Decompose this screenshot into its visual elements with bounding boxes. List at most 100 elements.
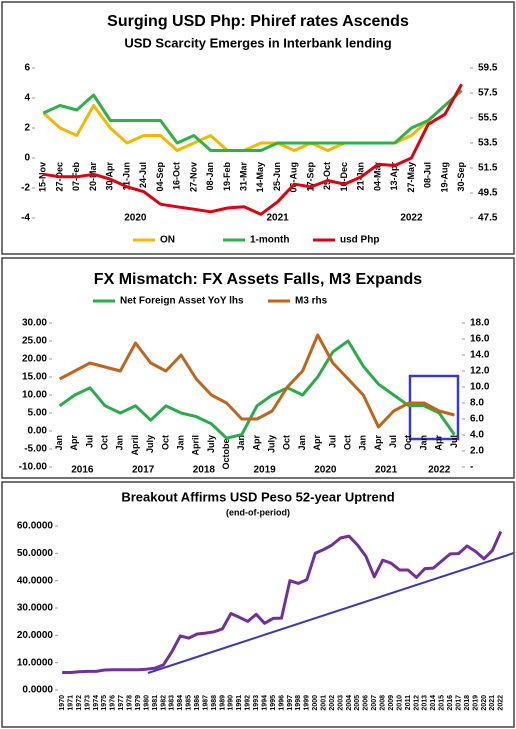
x-tick-label: 2001 bbox=[321, 695, 328, 711]
series-line bbox=[58, 339, 456, 440]
x-tick-label: 1971 bbox=[67, 695, 74, 711]
highlight-box bbox=[408, 374, 460, 441]
x-tick-label: Jan bbox=[175, 435, 185, 451]
x-tick-label: Apr bbox=[69, 435, 79, 451]
x-tick-label: 1974 bbox=[93, 695, 100, 711]
x-tick-label: 06-Aug bbox=[289, 162, 299, 193]
x-tick-label: 2008 bbox=[380, 695, 387, 711]
x-tick-label: Oct bbox=[342, 435, 352, 450]
x-group-label: 2022 bbox=[400, 213, 423, 224]
x-tick-label: 1980 bbox=[143, 695, 150, 711]
x-group-label: 2020 bbox=[314, 465, 337, 476]
x-tick-label: 2014 bbox=[430, 695, 437, 711]
y-tick-label: 4 bbox=[24, 93, 30, 104]
x-tick-label: 1990 bbox=[228, 695, 235, 711]
x-tick-label: 1992 bbox=[245, 695, 252, 711]
y2-tick-label: 59.5 bbox=[478, 63, 498, 74]
x-tick-label: 08-Jul bbox=[423, 162, 433, 188]
x-tick-label: 2013 bbox=[422, 695, 429, 711]
legend-label: M3 rhs bbox=[295, 296, 328, 307]
x-group-label: 2021 bbox=[266, 213, 289, 224]
y-tick-label: -2 bbox=[21, 183, 30, 194]
x-tick-label: Apr bbox=[434, 435, 444, 451]
x-tick-label: 2007 bbox=[371, 695, 378, 711]
trend-line bbox=[147, 552, 515, 674]
y2-tick-label: 6.0 bbox=[470, 414, 484, 425]
x-tick-label: Oct bbox=[160, 435, 170, 450]
x-tick-label: 1970 bbox=[59, 695, 66, 711]
x-tick-label: 14-May bbox=[255, 162, 265, 193]
y-tick-label: 25.00 bbox=[22, 336, 47, 347]
x-tick-label: Oct bbox=[100, 435, 110, 450]
y-tick-label: 0.00 bbox=[28, 426, 48, 437]
legend-label: Net Foreign Asset YoY lhs bbox=[120, 296, 244, 307]
x-tick-label: 2016 bbox=[447, 695, 454, 711]
x-tick-label: Apr bbox=[312, 435, 322, 451]
x-tick-label: 2009 bbox=[388, 695, 395, 711]
chart-title: FX Mismatch: FX Assets Falls, M3 Expands bbox=[94, 271, 422, 288]
x-tick-label: 1978 bbox=[127, 695, 134, 711]
x-tick-label: 25-Jun bbox=[272, 162, 282, 191]
x-tick-label: July bbox=[267, 435, 277, 453]
x-tick-label: 2010 bbox=[396, 695, 403, 711]
x-tick-label: 2004 bbox=[346, 695, 353, 711]
x-tick-label: 1995 bbox=[270, 695, 277, 711]
chart-title: Surging USD Php: Phiref rates Ascends bbox=[107, 13, 409, 30]
y-tick-label: 60.0000 bbox=[17, 521, 54, 532]
panel bbox=[1, 481, 515, 728]
x-tick-label: Jul bbox=[388, 435, 398, 448]
y2-tick-label: 8.0 bbox=[470, 398, 484, 409]
x-tick-label: 1998 bbox=[295, 695, 302, 711]
x-tick-label: Jan bbox=[54, 435, 64, 451]
y-tick-label: -5.00 bbox=[24, 444, 47, 455]
x-tick-label: 2012 bbox=[413, 695, 420, 711]
x-tick-label: 2020 bbox=[481, 695, 488, 711]
x-tick-label: 30-Sep bbox=[456, 161, 466, 191]
x-tick-label: Apr bbox=[251, 435, 261, 451]
x-tick-label: 1999 bbox=[304, 695, 311, 711]
x-tick-label: 1987 bbox=[202, 695, 209, 711]
x-tick-label: Jan bbox=[297, 435, 307, 451]
x-tick-label: 2000 bbox=[312, 695, 319, 711]
x-tick-label: 04-Sep bbox=[155, 161, 165, 191]
y2-tick-label: 49.5 bbox=[478, 188, 498, 199]
x-tick-label: Jan bbox=[236, 435, 246, 451]
x-tick-label: 10-Dec bbox=[339, 162, 349, 192]
x-tick-label: 1991 bbox=[236, 695, 243, 711]
x-tick-label: 1985 bbox=[186, 695, 193, 711]
y-tick-label: 5.00 bbox=[28, 408, 48, 419]
x-tick-label: 30-Apr bbox=[105, 162, 115, 191]
y2-tick-label: - bbox=[470, 462, 473, 473]
y-tick-label: 50.0000 bbox=[17, 548, 54, 559]
y-tick-label: -4 bbox=[21, 213, 30, 224]
chart-subtitle: (end-of-period) bbox=[226, 507, 290, 517]
x-tick-label: 08-Jan bbox=[205, 162, 215, 191]
y-tick-label: 30.00 bbox=[22, 318, 47, 329]
y2-tick-label: 51.5 bbox=[478, 163, 498, 174]
x-tick-label: Jul bbox=[327, 435, 337, 448]
series-line bbox=[43, 83, 463, 216]
legend-label: ON bbox=[160, 235, 175, 246]
x-tick-label: Jul bbox=[84, 435, 94, 448]
series-line bbox=[58, 333, 455, 429]
x-tick-label: 1976 bbox=[110, 695, 117, 711]
y2-tick-label: 10.0 bbox=[470, 382, 490, 393]
panel bbox=[1, 257, 515, 479]
y-tick-label: 30.0000 bbox=[17, 603, 54, 614]
x-tick-label: 17-Sep bbox=[305, 161, 315, 191]
y-tick-label: 10.0000 bbox=[17, 657, 54, 668]
y2-tick-label: 47.5 bbox=[478, 213, 498, 224]
y2-tick-label: 16.0 bbox=[470, 334, 490, 345]
x-tick-label: 1988 bbox=[211, 695, 218, 711]
y-tick-label: 15.00 bbox=[22, 372, 47, 383]
y2-tick-label: 14.0 bbox=[470, 350, 490, 361]
x-tick-label: 16-Oct bbox=[172, 162, 182, 190]
x-tick-label: 1993 bbox=[253, 695, 260, 711]
y-tick-label: 0 bbox=[24, 153, 30, 164]
x-tick-label: Jan bbox=[418, 435, 428, 451]
x-group-label: 2019 bbox=[253, 465, 276, 476]
x-tick-label: 19-Feb bbox=[222, 162, 232, 192]
y2-tick-label: 2.0 bbox=[470, 446, 484, 457]
series-line bbox=[62, 530, 503, 674]
